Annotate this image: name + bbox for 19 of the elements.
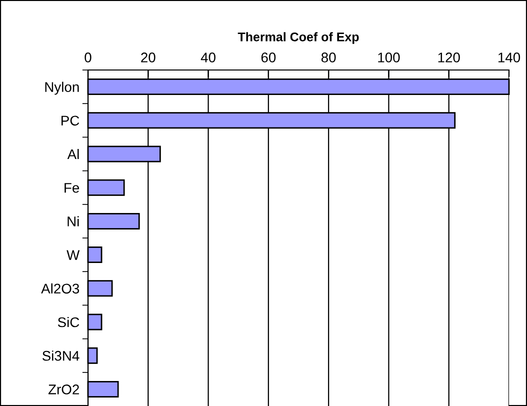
y-tick-label: Al [67, 148, 79, 160]
x-tick-label: 60 [261, 52, 276, 62]
y-tick-label: Ni [68, 216, 79, 226]
y-tick-label: W [66, 250, 80, 260]
y-tick-label: Fe [64, 183, 80, 193]
y-tick-label: Al2O3 [41, 283, 80, 294]
chart-title: Thermal Coef of Exp [238, 32, 359, 44]
x-tick-label: 20 [141, 52, 156, 62]
x-tick-label: 80 [321, 52, 336, 62]
y-tick-label: Si3N4 [42, 350, 80, 361]
x-tick-label: 40 [200, 52, 216, 62]
x-tick-label: 120 [438, 52, 460, 62]
y-tick-label: Nylon [45, 82, 79, 95]
x-tick-label: 100 [378, 52, 400, 62]
y-tick-label: SiC [58, 316, 80, 328]
y-tick-label: PC [62, 116, 80, 126]
y-tick-label: ZrO2 [48, 384, 79, 394]
x-tick-label: 0 [84, 52, 92, 62]
x-tick-label: 140 [498, 52, 520, 62]
